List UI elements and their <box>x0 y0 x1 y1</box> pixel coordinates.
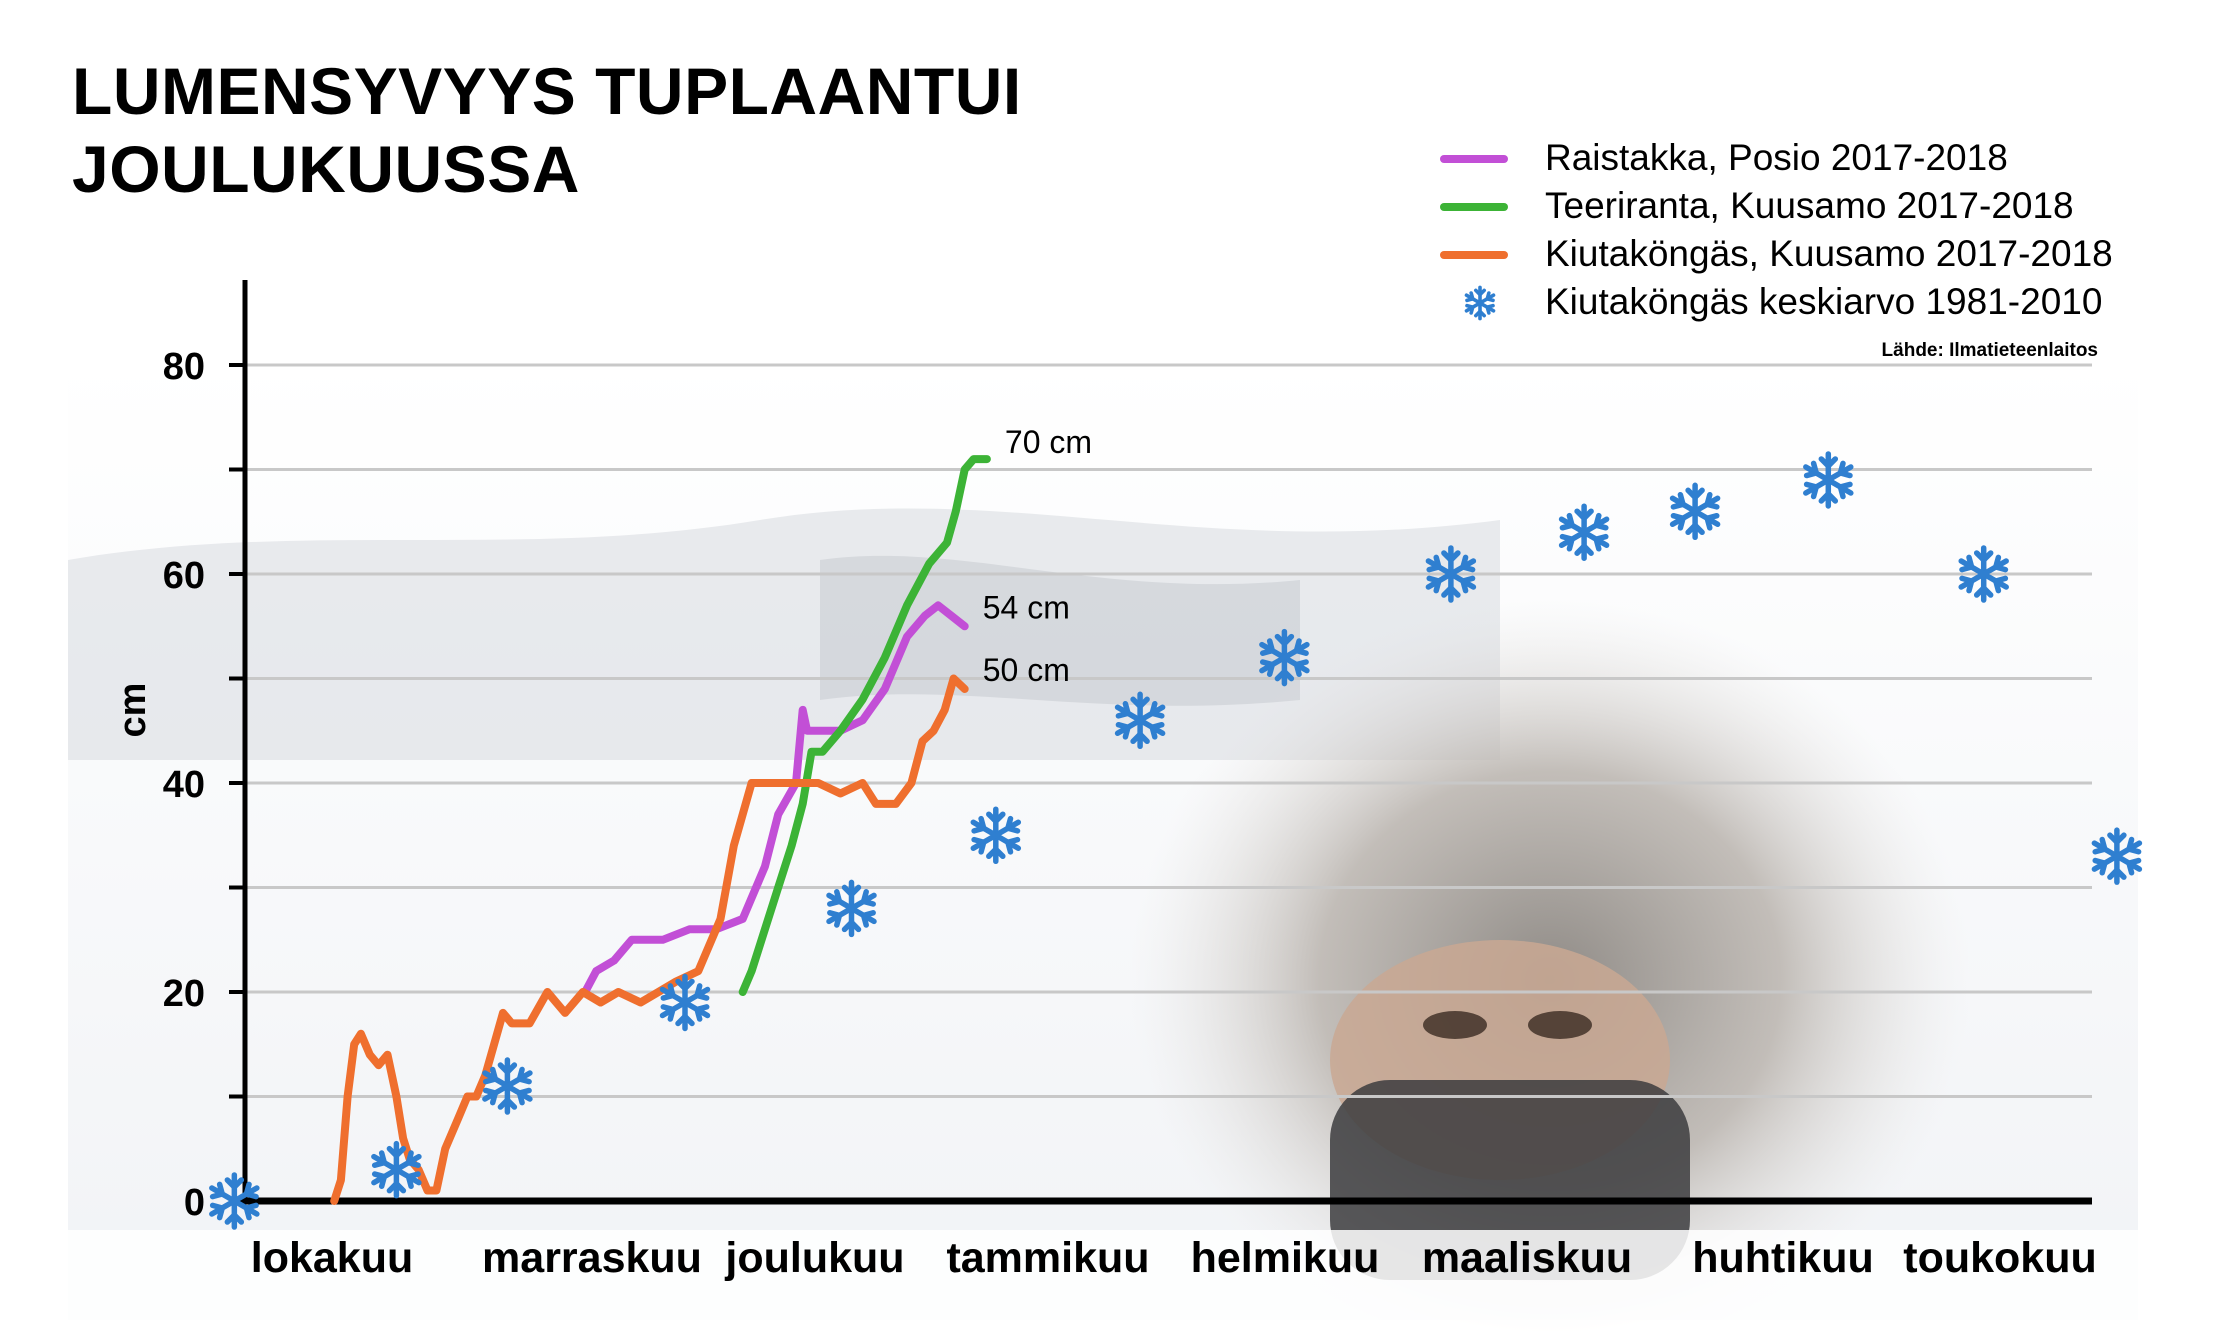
x-tick-label: lokakuu <box>251 1234 414 1282</box>
y-tick-label: 60 <box>163 555 205 597</box>
gridlines <box>245 363 2092 1098</box>
x-tick-label: huhtikuu <box>1692 1234 1874 1282</box>
x-tick-label: tammikuu <box>946 1234 1149 1282</box>
legend-swatch-raistakka <box>1440 155 1508 163</box>
series-line-raistakka <box>581 601 969 996</box>
series-line-kiutakongas <box>330 674 969 1205</box>
chart-title: LUMENSYVYYS TUPLAANTUI JOULUKUUSSA <box>72 52 1022 208</box>
end-label-raistakka: 54 cm <box>983 589 1070 625</box>
x-tick-label: joulukuu <box>724 1234 904 1282</box>
x-tick-label: helmikuu <box>1191 1234 1380 1282</box>
series-lines <box>330 455 991 1205</box>
end-labels: 54 cm 70 cm 50 cm <box>983 424 1092 688</box>
legend-item-teeriranta: Teeriranta, Kuusamo 2017-2018 <box>1440 183 2160 231</box>
title-line-2: JOULUKUUSSA <box>72 132 580 206</box>
y-tick-label: 20 <box>163 973 205 1015</box>
y-tick-label: 0 <box>184 1182 205 1224</box>
snowflake-icon <box>1464 285 1496 321</box>
x-tick-label: maaliskuu <box>1422 1234 1632 1282</box>
axes: 0 20 40 60 80 cm lokakuu marraskuu joulukuu tammi… <box>112 280 2097 1282</box>
y-tick-label: 40 <box>163 764 205 806</box>
series-line-teeriranta <box>738 455 991 996</box>
legend-item-average: Kiutaköngäs keskiarvo 1981-2010 <box>1440 279 2160 327</box>
legend-label: Raistakka, Posio 2017-2018 <box>1545 137 2008 178</box>
y-tick-label: 80 <box>163 346 205 388</box>
x-tick-label: marraskuu <box>482 1234 702 1282</box>
source-note: Lähde: Ilmatieteenlaitos <box>1881 340 2098 361</box>
legend-label: Kiutaköngäs keskiarvo 1981-2010 <box>1545 281 2103 322</box>
legend-item-raistakka: Raistakka, Posio 2017-2018 <box>1440 135 2160 183</box>
legend-label: Kiutaköngäs, Kuusamo 2017-2018 <box>1545 233 2113 274</box>
y-axis-label: cm <box>112 683 154 738</box>
title-line-1: LUMENSYVYYS TUPLAANTUI <box>72 54 1022 128</box>
end-label-kiutakongas: 50 cm <box>983 652 1070 688</box>
legend-item-kiutakongas: Kiutaköngäs, Kuusamo 2017-2018 <box>1440 231 2160 279</box>
x-tick-label: toukokuu <box>1903 1234 2096 1282</box>
legend: Raistakka, Posio 2017-2018 Teeriranta, K… <box>1440 135 2160 327</box>
legend-label: Teeriranta, Kuusamo 2017-2018 <box>1545 185 2074 226</box>
end-label-teeriranta: 70 cm <box>1005 424 1092 460</box>
legend-swatch-kiutakongas <box>1440 251 1508 259</box>
legend-swatch-teeriranta <box>1440 203 1508 211</box>
